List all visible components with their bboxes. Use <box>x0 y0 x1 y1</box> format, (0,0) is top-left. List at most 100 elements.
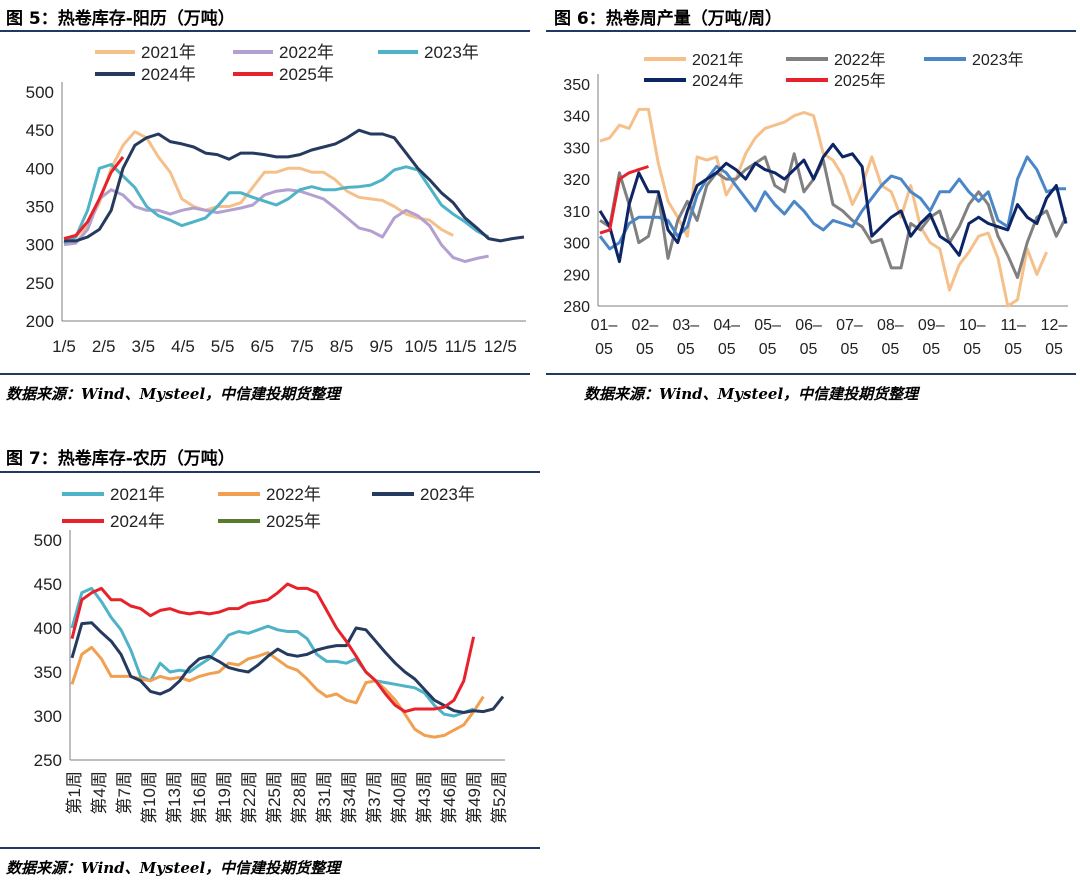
y-tick-label: 300 <box>26 236 54 255</box>
x-tick-label: 10/5 <box>404 337 437 356</box>
legend-label: 2022年 <box>266 485 321 504</box>
y-tick-label: 400 <box>34 619 62 638</box>
series-line <box>70 621 505 714</box>
series-line <box>599 107 1048 308</box>
series-line <box>70 586 475 718</box>
source-note: 数据来源：Wind、Mysteel，中信建投期货整理 <box>584 385 919 403</box>
chart-title: 图 5：热卷库存-阳历（万吨） <box>6 9 235 29</box>
legend-label: 2025年 <box>834 72 886 90</box>
y-tick-label: 330 <box>563 140 590 157</box>
legend-item: 2023年 <box>924 51 1024 69</box>
legend-label: 2025年 <box>266 512 321 531</box>
x-tick-label: 第37周 <box>365 771 384 824</box>
legend-label: 2024年 <box>141 65 196 84</box>
chart-panel-3: 图 7：热卷库存-农历（万吨） 2021年 2022年 2023年 2024年 2025… <box>0 440 540 883</box>
chart-title: 图 6：热卷周产量（万吨/周） <box>554 9 782 29</box>
y-tick-label: 310 <box>563 204 590 221</box>
legend-label: 2025年 <box>279 65 334 84</box>
chart-svg: 2021年 2022年 2023年 2024年 2025年 200 250 300 350 400… <box>26 43 526 356</box>
y-tick-label: 350 <box>34 663 62 682</box>
legend-item: 2024年 <box>95 65 196 84</box>
x-tick-label: 第10周 <box>140 771 159 824</box>
x-tick-label: 第40周 <box>390 771 409 824</box>
x-tick-label: 第13周 <box>165 771 184 824</box>
x-tick-label: 第22周 <box>240 771 259 824</box>
y-tick-label: 400 <box>26 159 54 178</box>
legend-item: 2025年 <box>218 512 321 531</box>
x-tick-label: 8/5 <box>330 337 354 356</box>
source-rule <box>0 373 530 375</box>
legend-item: 2021年 <box>62 485 165 504</box>
x-tick-label: 第19周 <box>215 771 234 824</box>
series-line <box>63 188 489 263</box>
legend-label: 2024年 <box>692 72 744 90</box>
y-tick-label: 250 <box>26 274 54 293</box>
legend-item: 2021年 <box>644 51 744 69</box>
chart-panel-2: 图 6：热卷周产量（万吨/周） 2021年 2022年 2023年 2024年 2025… <box>546 0 1080 410</box>
chart-svg: 2021年 2022年 2023年 2024年 2025年 250 300 350 400 450… <box>34 485 509 824</box>
x-tick-label: 第28周 <box>290 771 309 824</box>
y-tick-label: 250 <box>34 751 62 770</box>
y-tick-label: 300 <box>34 707 62 726</box>
legend-item: 2024年 <box>62 512 165 531</box>
legend-item: 2023年 <box>378 43 479 62</box>
y-tick-label: 450 <box>26 121 54 140</box>
title-rule <box>546 30 1076 32</box>
series-line <box>64 128 525 243</box>
legend-label: 2021年 <box>141 43 196 62</box>
x-tick-label: 12– 05 <box>1041 317 1068 358</box>
y-tick-label: 500 <box>34 531 62 550</box>
series-line <box>598 155 1066 251</box>
x-tick-label: 01– 05 <box>591 317 618 358</box>
source-note: 数据来源：Wind、Mysteel，中信建投期货整理 <box>6 859 341 877</box>
x-tick-label: 11/5 <box>445 337 477 356</box>
x-tick-label: 04– 05 <box>713 317 740 358</box>
x-tick-label: 第1周 <box>65 771 84 814</box>
y-tick-label: 290 <box>563 267 590 284</box>
x-tick-label: 第4周 <box>90 771 109 814</box>
legend-item: 2025年 <box>233 65 334 84</box>
series-line <box>63 155 125 241</box>
x-tick-label: 08– 05 <box>877 317 904 358</box>
series-line <box>599 165 649 235</box>
x-tick-label: 9/5 <box>369 337 393 356</box>
y-tick-label: 350 <box>563 77 590 94</box>
x-tick-label: 11– 05 <box>1000 317 1026 358</box>
legend-label: 2021年 <box>110 485 165 504</box>
legend-label: 2024年 <box>110 512 165 531</box>
x-tick-label: 07– 05 <box>836 317 863 358</box>
legend-item: 2022年 <box>233 43 334 62</box>
x-tick-label: 第31周 <box>315 771 334 824</box>
x-tick-label: 03– 05 <box>672 317 699 358</box>
y-tick-label: 450 <box>34 575 62 594</box>
x-tick-label: 第43周 <box>415 771 434 824</box>
x-tick-label: 第49周 <box>465 771 484 824</box>
y-tick-label: 300 <box>563 236 590 253</box>
x-tick-label: 5/5 <box>211 337 235 356</box>
legend-item: 2021年 <box>95 43 196 62</box>
x-tick-label: 02– 05 <box>632 317 659 358</box>
legend-item: 2022年 <box>218 485 321 504</box>
x-tick-label: 10– 05 <box>959 317 986 358</box>
x-tick-label: 7/5 <box>290 337 314 356</box>
series-line <box>70 645 485 739</box>
series-line <box>598 142 1068 264</box>
x-tick-label: 第46周 <box>440 771 459 824</box>
legend-label: 2023年 <box>972 51 1024 69</box>
legend-item: 2023年 <box>372 485 475 504</box>
x-tick-label: 第7周 <box>115 771 134 814</box>
y-tick-label: 200 <box>26 312 54 331</box>
title-rule <box>0 30 530 32</box>
x-tick-label: 3/5 <box>131 337 155 356</box>
chart-svg: 2021年 2022年 2023年 2024年 2025年 280 290 300 310 320… <box>563 51 1068 358</box>
source-rule <box>0 847 540 849</box>
legend-item: 2025年 <box>786 72 886 90</box>
legend-item: 2024年 <box>644 72 744 90</box>
x-tick-label: 12/5 <box>484 337 517 356</box>
y-tick-label: 350 <box>26 198 54 217</box>
y-tick-label: 500 <box>26 83 54 102</box>
legend-label: 2022年 <box>834 51 886 69</box>
legend-label: 2023年 <box>424 43 479 62</box>
x-tick-label: 05– 05 <box>754 317 781 358</box>
legend-item: 2022年 <box>786 51 886 69</box>
